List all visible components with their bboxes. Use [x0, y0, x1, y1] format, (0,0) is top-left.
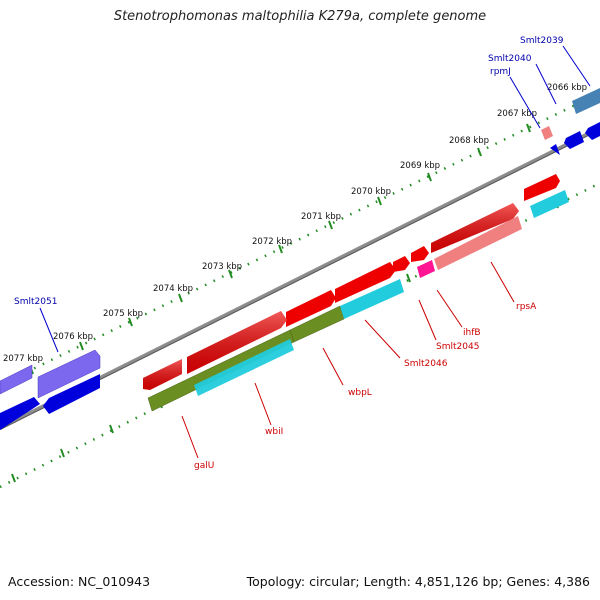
gene-red-8[interactable]: [524, 174, 560, 201]
gene-label-Smlt2046[interactable]: Smlt2046: [404, 359, 448, 369]
gene-labels-red: galU wbiI wbpL Smlt2046 Smlt2045 ihfB rp…: [194, 302, 537, 471]
gene-blue-right-a[interactable]: [564, 131, 584, 149]
tick-label-2076: 2076 kbp: [53, 332, 93, 342]
gene-pink-feature[interactable]: [417, 260, 435, 278]
gene-cyan-feature[interactable]: [194, 339, 294, 396]
tick-label-2071: 2071 kbp: [301, 212, 341, 222]
gene-label-rpmJ[interactable]: rpmJ: [490, 67, 511, 77]
gene-leaders-red: [181, 261, 515, 459]
gene-salmon-feature[interactable]: [434, 216, 522, 270]
outer-ruler-track: [0, 91, 600, 387]
gene-label-galU[interactable]: galU: [194, 461, 214, 471]
gene-purple-feature[interactable]: [37, 349, 101, 399]
gene-red-3[interactable]: [286, 290, 336, 327]
tick-label-2072: 2072 kbp: [252, 237, 292, 247]
gene-red-6[interactable]: [411, 246, 429, 262]
tick-label-2073: 2073 kbp: [202, 262, 242, 272]
gene-label-ihfB[interactable]: ihfB: [463, 328, 481, 338]
gene-label-Smlt2045[interactable]: Smlt2045: [436, 342, 479, 352]
gene-red-4[interactable]: [335, 262, 396, 303]
tick-label-2069: 2069 kbp: [400, 161, 440, 171]
ruler-tick-labels: 2066 kbp 2067 kbp 2068 kbp 2069 kbp 2070…: [3, 83, 587, 364]
gene-blue-right-b[interactable]: [585, 122, 600, 140]
gene-blue-left-a[interactable]: [0, 397, 40, 430]
tick-label-2075: 2075 kbp: [103, 309, 143, 319]
page-title: Stenotrophomonas maltophilia K279a, comp…: [113, 9, 487, 24]
gene-cyan-feature-2[interactable]: [340, 279, 404, 319]
gene-label-Smlt2051[interactable]: Smlt2051: [14, 297, 57, 307]
gene-label-wbiI[interactable]: wbiI: [265, 427, 283, 437]
gene-labels-blue: Smlt2039 Smlt2040 rpmJ Smlt2051: [14, 36, 564, 307]
gene-red-5[interactable]: [393, 256, 410, 272]
gene-rpmJ-feature[interactable]: [541, 126, 553, 140]
tick-label-2074: 2074 kbp: [153, 284, 193, 294]
gene-label-rpsA[interactable]: rpsA: [516, 302, 537, 312]
gene-cyan-feature-3[interactable]: [530, 190, 569, 218]
gene-label-Smlt2040[interactable]: Smlt2040: [488, 54, 532, 64]
gene-label-Smlt2039[interactable]: Smlt2039: [520, 36, 564, 46]
gene-Smlt2039-feature[interactable]: [572, 88, 600, 114]
gene-label-wbpL[interactable]: wbpL: [348, 388, 372, 398]
tick-label-2070: 2070 kbp: [351, 187, 391, 197]
genome-stats-text: Topology: circular; Length: 4,851,126 bp…: [246, 574, 590, 589]
gene-Smlt2040-feature[interactable]: [550, 144, 560, 155]
tick-label-2066: 2066 kbp: [547, 83, 587, 93]
gene-blue-left-b[interactable]: [43, 374, 100, 414]
accession-text: Accession: NC_010943: [8, 574, 151, 589]
gene-Smlt2051-feature[interactable]: [0, 364, 33, 395]
tick-label-2068: 2068 kbp: [449, 136, 489, 146]
tick-label-2077: 2077 kbp: [3, 354, 43, 364]
gene-leaders-blue: [39, 45, 591, 353]
tick-label-2067: 2067 kbp: [497, 109, 537, 119]
